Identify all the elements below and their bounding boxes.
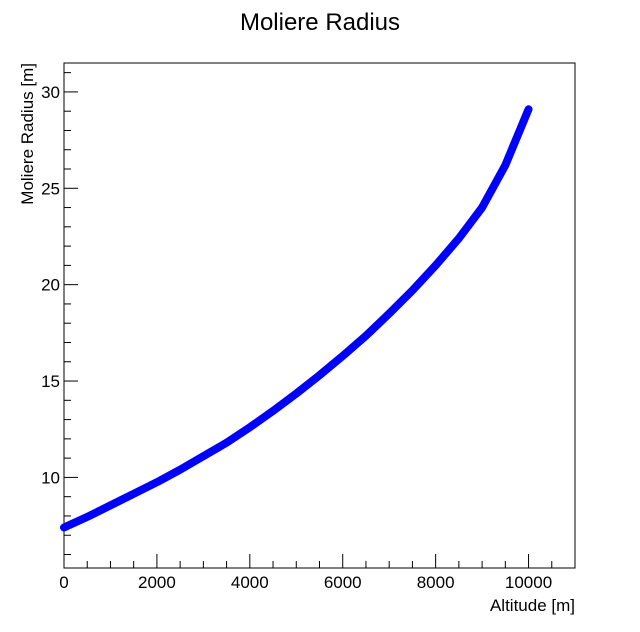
data-point bbox=[386, 311, 392, 317]
y-tick-label: 25 bbox=[41, 179, 60, 198]
data-point bbox=[409, 287, 415, 293]
series-layer bbox=[60, 105, 533, 532]
x-tick-label: 2000 bbox=[138, 573, 176, 592]
x-axis: 0 2000 4000 6000 8000 10000 bbox=[59, 554, 576, 592]
y-tick-label: 10 bbox=[41, 468, 60, 487]
x-axis-title: Altitude [m] bbox=[490, 596, 575, 615]
data-point bbox=[61, 525, 67, 531]
y-tick-label: 15 bbox=[41, 372, 60, 391]
x-tick-label: 4000 bbox=[231, 573, 269, 592]
series-line bbox=[60, 105, 533, 532]
x-tick-label: 8000 bbox=[417, 573, 455, 592]
x-tick-label: 0 bbox=[59, 573, 68, 592]
data-point bbox=[502, 162, 508, 168]
y-tick-label: 20 bbox=[41, 276, 60, 295]
x-tick-label: 10000 bbox=[505, 573, 552, 592]
data-point bbox=[363, 333, 369, 339]
data-point bbox=[107, 502, 113, 508]
data-point bbox=[200, 453, 206, 459]
data-point bbox=[317, 372, 322, 378]
data-point bbox=[177, 467, 183, 473]
data-point bbox=[154, 479, 160, 485]
y-axis: 10 15 20 25 30 bbox=[41, 72, 78, 556]
data-point bbox=[479, 205, 485, 211]
y-axis-title: Moliere Radius [m] bbox=[18, 63, 37, 205]
data-point bbox=[84, 514, 90, 520]
data-point bbox=[293, 391, 299, 397]
chart-title: Moliere Radius bbox=[240, 9, 400, 36]
data-point bbox=[526, 106, 532, 112]
x-tick-label: 6000 bbox=[324, 573, 362, 592]
data-point bbox=[247, 424, 253, 430]
data-point bbox=[131, 491, 137, 497]
data-point bbox=[224, 440, 230, 446]
y-tick-label: 30 bbox=[41, 83, 60, 102]
data-point bbox=[270, 408, 276, 414]
data-point bbox=[340, 353, 346, 359]
data-point bbox=[433, 262, 439, 268]
data-point bbox=[456, 235, 462, 241]
